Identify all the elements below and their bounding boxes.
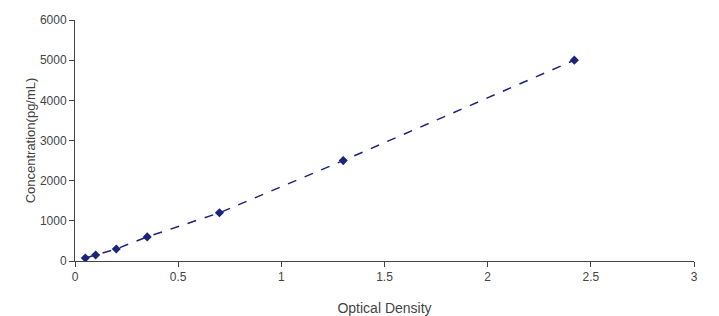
svg-text:0.5: 0.5 xyxy=(170,270,187,284)
svg-text:1000: 1000 xyxy=(40,214,67,228)
svg-text:2000: 2000 xyxy=(40,174,67,188)
svg-text:3: 3 xyxy=(691,270,698,284)
svg-text:0: 0 xyxy=(72,270,79,284)
svg-text:2.5: 2.5 xyxy=(582,270,599,284)
svg-text:Optical Density: Optical Density xyxy=(337,300,431,316)
svg-text:1.5: 1.5 xyxy=(376,270,393,284)
svg-text:6000: 6000 xyxy=(40,13,67,27)
svg-text:3000: 3000 xyxy=(40,134,67,148)
svg-text:4000: 4000 xyxy=(40,94,67,108)
svg-text:Concentration(pg/mL): Concentration(pg/mL) xyxy=(23,78,38,204)
svg-text:0: 0 xyxy=(60,254,67,268)
svg-text:2: 2 xyxy=(484,270,491,284)
svg-text:5000: 5000 xyxy=(40,53,67,67)
svg-text:1: 1 xyxy=(278,270,285,284)
